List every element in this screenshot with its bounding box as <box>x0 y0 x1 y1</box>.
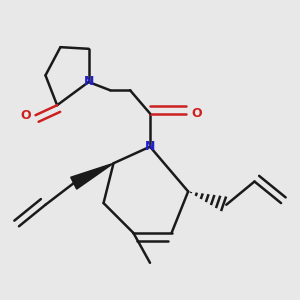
Polygon shape <box>71 163 113 189</box>
Text: O: O <box>191 107 202 120</box>
Text: O: O <box>20 109 31 122</box>
Text: N: N <box>145 140 155 153</box>
Text: N: N <box>83 76 94 88</box>
